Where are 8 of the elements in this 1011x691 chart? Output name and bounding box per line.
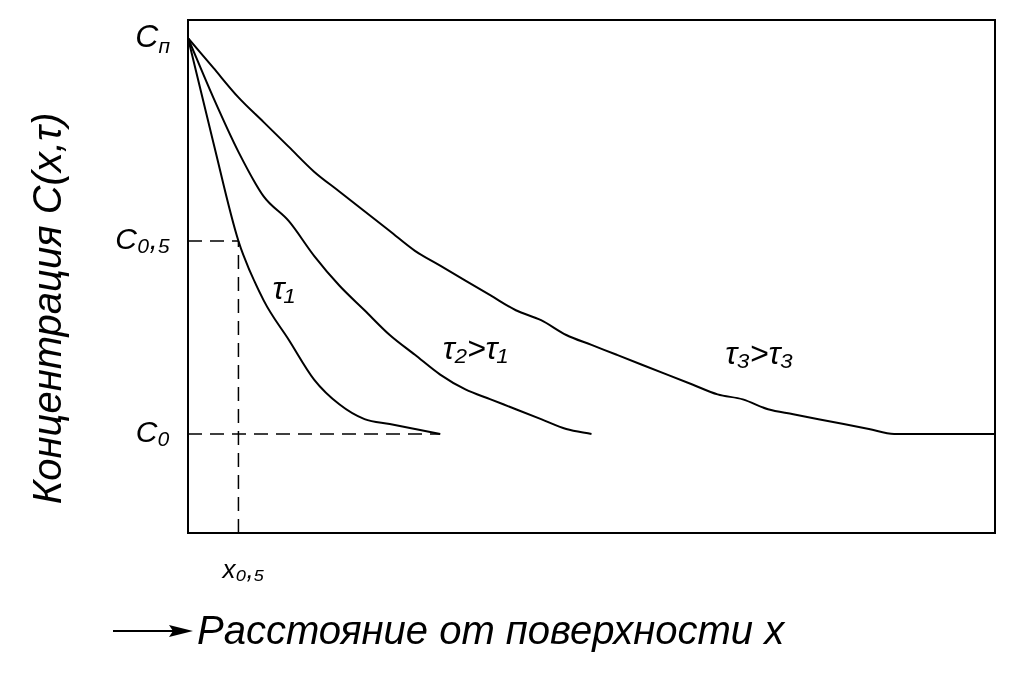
- text: x₀,₅: [220, 554, 265, 585]
- series-label: τ₂>τ₁: [442, 329, 508, 366]
- series-label: τ₃>τ₃: [725, 334, 794, 371]
- series-label: τ₁: [272, 270, 295, 307]
- ref-line-label: C₀,₅: [115, 222, 171, 256]
- x-axis-title: Расстояние от поверхности x: [197, 608, 785, 653]
- y-axis-title: Концентрация C(x,τ): [25, 112, 71, 504]
- ref-line-label: C₀: [135, 415, 171, 449]
